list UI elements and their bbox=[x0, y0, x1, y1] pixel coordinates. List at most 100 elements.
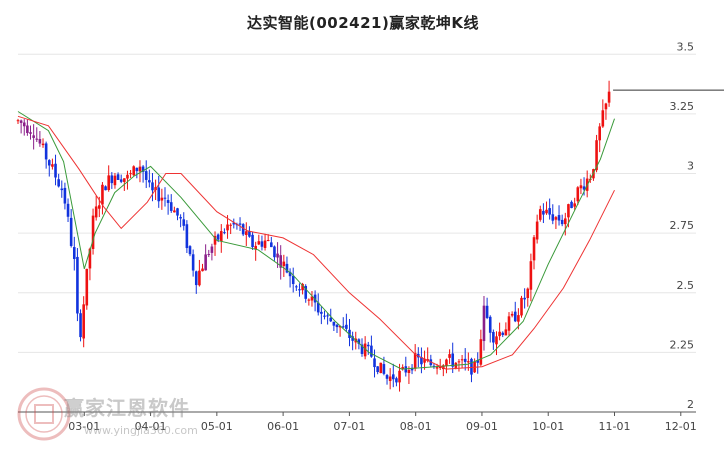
candle-body bbox=[163, 197, 167, 199]
candle-body bbox=[173, 210, 176, 213]
candle-body bbox=[54, 163, 57, 178]
candle-body bbox=[410, 367, 414, 371]
candle-body bbox=[213, 235, 217, 245]
candle-body bbox=[604, 103, 608, 110]
candle-body bbox=[160, 197, 164, 201]
candle-body bbox=[63, 187, 67, 204]
candle-body bbox=[385, 375, 389, 379]
candle-body bbox=[144, 171, 148, 180]
candle-body bbox=[435, 367, 439, 369]
candle-body bbox=[129, 173, 132, 175]
candle-body bbox=[16, 120, 20, 122]
candle-body bbox=[467, 361, 470, 363]
candle-body bbox=[216, 234, 220, 240]
candle-body bbox=[219, 231, 223, 242]
y-tick-label: 2.75 bbox=[670, 219, 695, 232]
candle-body bbox=[35, 138, 39, 140]
candle-body bbox=[32, 135, 35, 138]
candle-body bbox=[226, 224, 229, 231]
candle-body bbox=[295, 286, 298, 288]
candle-body bbox=[110, 175, 114, 184]
candle-body bbox=[351, 336, 354, 341]
candle-body bbox=[88, 248, 92, 269]
candle-body bbox=[501, 332, 505, 335]
candle-body bbox=[188, 246, 192, 255]
x-tick-label: 12-01 bbox=[665, 420, 697, 433]
candle-body bbox=[22, 122, 26, 127]
candle-body bbox=[413, 353, 417, 369]
candle-body bbox=[166, 200, 170, 203]
x-tick-label: 09-01 bbox=[466, 420, 498, 433]
candle-body bbox=[379, 362, 383, 374]
x-tick-label: 03-01 bbox=[68, 420, 100, 433]
candle-body bbox=[345, 324, 348, 329]
candle-body bbox=[282, 261, 286, 267]
candle-body bbox=[332, 321, 336, 326]
candle-body bbox=[529, 261, 533, 290]
y-axis-ticks: 3.5 3.25 3 2.75 2.5 2.25 2 bbox=[670, 40, 695, 411]
candle-body bbox=[135, 167, 139, 172]
candle-body bbox=[210, 246, 214, 253]
candle-body bbox=[420, 357, 423, 365]
candle-body bbox=[517, 315, 520, 322]
candle-body bbox=[60, 188, 64, 191]
candle-body bbox=[29, 132, 32, 134]
y-tick-label: 3.25 bbox=[670, 100, 695, 113]
candle-body bbox=[329, 317, 333, 322]
x-tick-label: 05-01 bbox=[201, 420, 233, 433]
candle-body bbox=[388, 376, 392, 382]
candle-body bbox=[44, 143, 48, 160]
candle-body bbox=[273, 246, 276, 258]
candle-body bbox=[151, 182, 154, 191]
candle-body bbox=[532, 237, 536, 261]
candle-body bbox=[507, 316, 511, 331]
candle-body bbox=[407, 369, 411, 373]
candle-body bbox=[598, 126, 601, 141]
candle-body bbox=[463, 358, 467, 362]
candle-body bbox=[241, 224, 245, 235]
candle-body bbox=[138, 166, 142, 172]
x-axis: 03-01 04-01 05-01 06-01 07-01 08-01 09-01 10-01… bbox=[18, 411, 697, 433]
candle-body bbox=[391, 374, 395, 380]
candle-body bbox=[266, 240, 270, 242]
candle-body bbox=[557, 215, 561, 221]
candle-body bbox=[85, 268, 89, 306]
candle-body bbox=[323, 315, 326, 317]
candle-body bbox=[204, 254, 207, 271]
grid-lines bbox=[18, 53, 696, 413]
candle-body bbox=[179, 217, 182, 219]
candle-body bbox=[176, 208, 179, 216]
candle-body bbox=[79, 313, 82, 338]
candle-body bbox=[270, 242, 273, 248]
candle-body bbox=[141, 166, 145, 172]
candle-body bbox=[476, 360, 480, 363]
candle-body bbox=[279, 255, 283, 268]
candle-body bbox=[126, 174, 129, 179]
candle-body bbox=[304, 285, 308, 299]
candle-body bbox=[595, 140, 598, 171]
watermark-seal-icon bbox=[17, 387, 71, 441]
candle-body bbox=[570, 201, 573, 209]
watermark-name: 赢家江恩软件 bbox=[64, 396, 190, 420]
candle-body bbox=[601, 110, 605, 127]
candle-body bbox=[360, 344, 364, 354]
candle-body bbox=[98, 205, 101, 209]
candle-body bbox=[19, 120, 23, 123]
candle-body bbox=[560, 219, 564, 225]
candle-body bbox=[157, 187, 161, 202]
candle-body bbox=[338, 325, 342, 328]
candle-body bbox=[232, 222, 236, 225]
candle-body bbox=[116, 174, 120, 180]
candle-body bbox=[298, 289, 301, 291]
candle-body bbox=[357, 339, 361, 344]
candle-body bbox=[47, 160, 51, 166]
x-tick-label: 10-01 bbox=[532, 420, 564, 433]
candle-body bbox=[107, 175, 110, 191]
candle-body bbox=[451, 353, 455, 367]
candle-body bbox=[482, 305, 486, 342]
candle-body bbox=[169, 202, 173, 211]
candle-body bbox=[457, 361, 461, 363]
candle-body bbox=[582, 186, 586, 190]
candle-body bbox=[82, 304, 85, 339]
candle-body bbox=[57, 179, 60, 187]
